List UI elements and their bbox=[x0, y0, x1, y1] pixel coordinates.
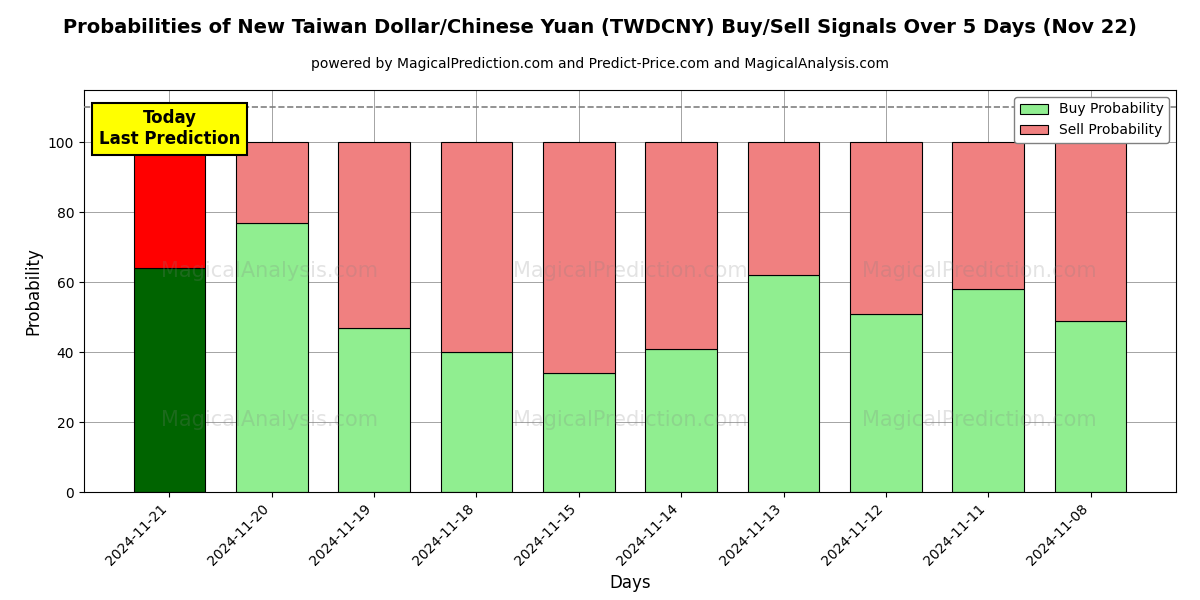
Bar bbox=[646, 142, 716, 349]
Bar bbox=[646, 349, 716, 492]
Text: Probabilities of New Taiwan Dollar/Chinese Yuan (TWDCNY) Buy/Sell Signals Over 5: Probabilities of New Taiwan Dollar/Chine… bbox=[64, 18, 1136, 37]
Bar bbox=[1055, 142, 1127, 321]
Bar bbox=[748, 142, 820, 275]
Text: powered by MagicalPrediction.com and Predict-Price.com and MagicalAnalysis.com: powered by MagicalPrediction.com and Pre… bbox=[311, 57, 889, 71]
Bar bbox=[1055, 321, 1127, 492]
Legend: Buy Probability, Sell Probability: Buy Probability, Sell Probability bbox=[1014, 97, 1169, 143]
Bar bbox=[544, 373, 614, 492]
Bar bbox=[338, 328, 410, 492]
Bar bbox=[544, 142, 614, 373]
Text: MagicalAnalysis.com: MagicalAnalysis.com bbox=[161, 410, 378, 430]
Bar bbox=[748, 275, 820, 492]
Bar bbox=[850, 314, 922, 492]
X-axis label: Days: Days bbox=[610, 574, 650, 592]
Bar bbox=[953, 289, 1024, 492]
Text: MagicalPrediction.com: MagicalPrediction.com bbox=[862, 410, 1097, 430]
Text: MagicalPrediction.com: MagicalPrediction.com bbox=[862, 261, 1097, 281]
Text: MagicalAnalysis.com: MagicalAnalysis.com bbox=[161, 261, 378, 281]
Text: MagicalPrediction.com: MagicalPrediction.com bbox=[512, 410, 748, 430]
Bar bbox=[440, 352, 512, 492]
Y-axis label: Probability: Probability bbox=[24, 247, 42, 335]
Bar bbox=[850, 142, 922, 314]
Bar bbox=[236, 223, 307, 492]
Bar bbox=[440, 142, 512, 352]
Bar bbox=[133, 142, 205, 268]
Bar bbox=[338, 142, 410, 328]
Bar bbox=[236, 142, 307, 223]
Bar bbox=[133, 268, 205, 492]
Bar bbox=[953, 142, 1024, 289]
Text: Today
Last Prediction: Today Last Prediction bbox=[98, 109, 240, 148]
Text: MagicalPrediction.com: MagicalPrediction.com bbox=[512, 261, 748, 281]
